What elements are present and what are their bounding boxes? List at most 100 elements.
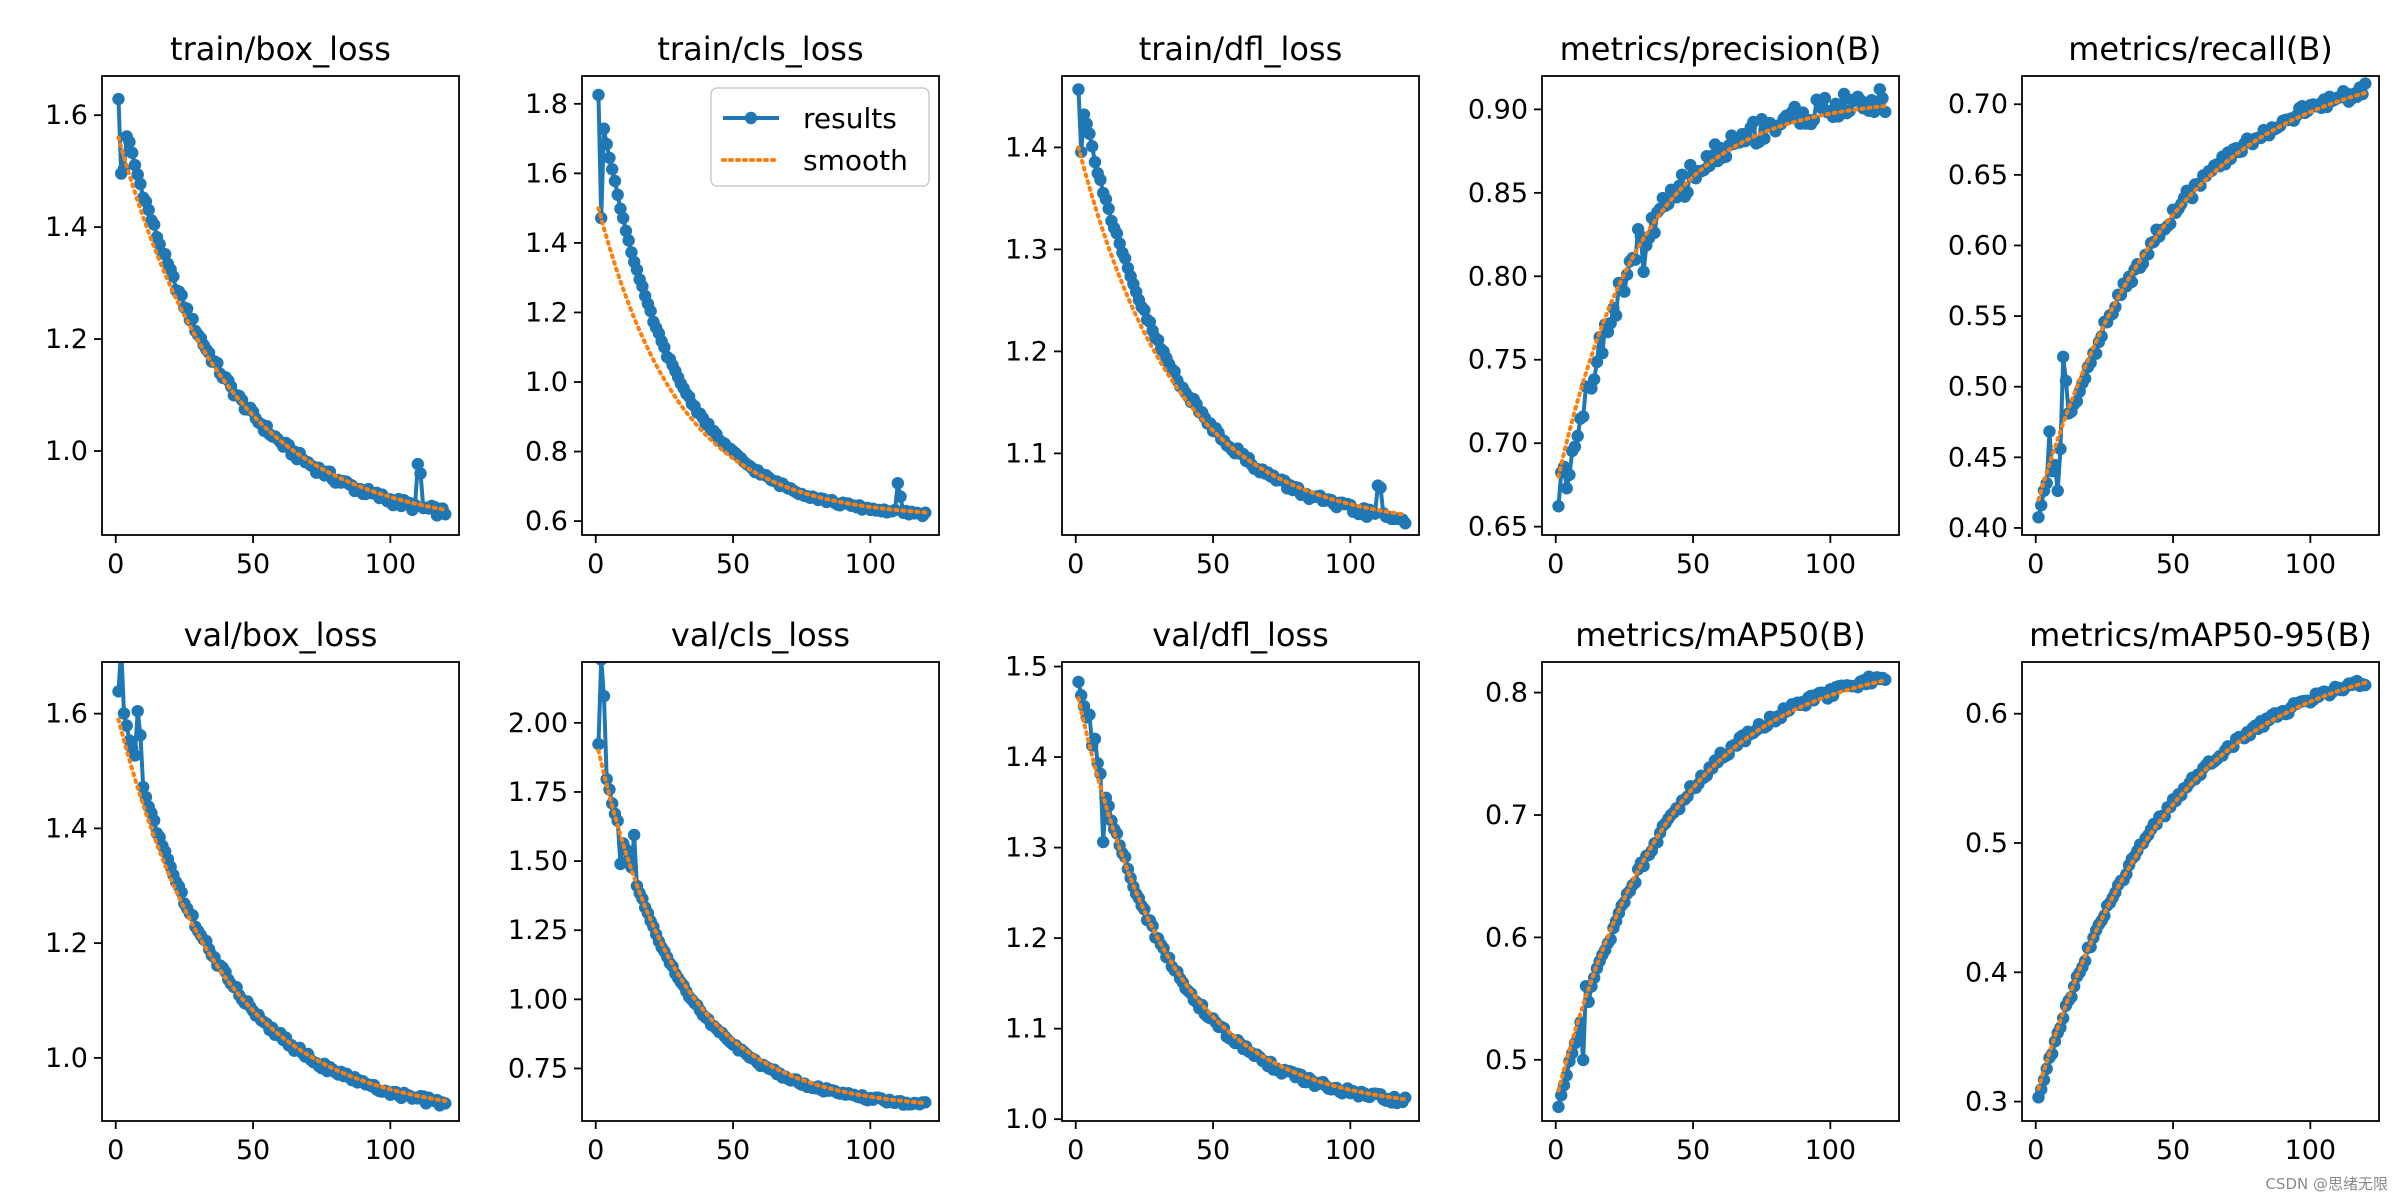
- results-point: [1102, 202, 1115, 215]
- results-point: [891, 476, 905, 490]
- results-point: [123, 135, 136, 149]
- x-tick-label: 100: [845, 1135, 897, 1166]
- y-tick-label: 0.70: [1468, 428, 1528, 459]
- x-tick-label: 50: [236, 1135, 270, 1166]
- results-point: [1077, 108, 1091, 121]
- results-point: [597, 122, 611, 135]
- results-point: [619, 224, 633, 238]
- results-point: [1110, 227, 1124, 240]
- results-point: [2048, 458, 2062, 472]
- results-point: [1099, 193, 1113, 206]
- results-point: [1568, 440, 1582, 453]
- results-point: [592, 88, 605, 102]
- results-point: [608, 174, 622, 188]
- results-point: [603, 151, 616, 165]
- panel-train-cls-loss: train/cls_loss 0 50 100 0.6 0.8 1.0 1.2 1.4 1.6 1.…: [525, 30, 940, 580]
- panel-val-box-loss: val/box_loss 0 50 100 1.0 1.2 1.4 1.6: [45, 616, 460, 1166]
- x-tick-label: 50: [1676, 549, 1710, 580]
- results-point: [117, 707, 131, 720]
- legend-results-marker: [744, 111, 758, 125]
- x-tick-label: 0: [587, 549, 604, 580]
- axes-frame: [1541, 75, 1900, 536]
- results-point: [1083, 708, 1096, 721]
- plot-area: [1552, 670, 1892, 1114]
- y-tick-label: 0.45: [1948, 442, 2008, 473]
- results-point: [1080, 117, 1093, 131]
- panel-title: train/box_loss: [170, 30, 391, 68]
- y-tick-label: 1.6: [45, 699, 88, 730]
- results-point: [128, 158, 142, 172]
- results-point: [2089, 347, 2103, 360]
- y-tick-label: 0.65: [1468, 512, 1528, 543]
- x-tick-label: 100: [1325, 1135, 1377, 1166]
- x-tick-label: 0: [107, 549, 124, 580]
- y-tick-label: 1.2: [45, 324, 88, 355]
- results-point: [1560, 482, 1573, 495]
- panel-title: train/dfl_loss: [1139, 30, 1343, 68]
- results-point: [1552, 500, 1565, 513]
- plot-area: [592, 662, 932, 1111]
- x-tick-label: 100: [845, 549, 897, 580]
- results-point: [2051, 484, 2064, 498]
- panel-title: metrics/mAP50-95(B): [2029, 616, 2372, 654]
- y-tick-label: 0.5: [1485, 1045, 1528, 1076]
- x-tick-label: 50: [236, 549, 270, 580]
- plot-area: [1072, 675, 1412, 1110]
- results-point: [180, 302, 194, 315]
- y-tick-label: 0.80: [1468, 261, 1528, 292]
- results-point: [595, 662, 607, 666]
- plot-area: [112, 92, 452, 522]
- results-point: [1618, 285, 1631, 298]
- x-tick-label: 0: [1067, 549, 1084, 580]
- results-point: [1637, 265, 1650, 279]
- smooth-line: [596, 206, 928, 515]
- results-point: [1876, 92, 1889, 105]
- plot-area: [2032, 77, 2372, 524]
- y-tick-label: 1.1: [1005, 438, 1048, 469]
- results-point: [600, 137, 613, 151]
- axes-frame: [1061, 661, 1420, 1122]
- results-point: [1072, 83, 1085, 96]
- results-point: [1088, 732, 1102, 746]
- y-tick-label: 0.55: [1948, 301, 2008, 332]
- results-point: [919, 1096, 932, 1109]
- y-tick-label: 1.6: [525, 158, 568, 189]
- results-point: [1576, 1053, 1590, 1067]
- results-point: [1609, 309, 1623, 322]
- x-tick-label: 100: [1325, 549, 1377, 580]
- results-point: [1560, 1069, 1573, 1082]
- x-tick-label: 100: [1805, 1135, 1857, 1166]
- results-point: [1587, 373, 1601, 386]
- axes-frame: [581, 75, 940, 536]
- y-tick-label: 0.5: [1965, 828, 2008, 859]
- y-tick-label: 1.2: [45, 928, 88, 959]
- results-point: [1096, 835, 1110, 849]
- x-tick-label: 100: [1805, 549, 1857, 580]
- smooth-line: [2036, 90, 2368, 502]
- x-tick-label: 100: [2285, 1135, 2337, 1166]
- results-point: [1094, 173, 1107, 186]
- watermark: CSDN @思绪无限: [2265, 1175, 2388, 1193]
- results-point: [636, 280, 649, 293]
- y-tick-label: 0.50: [1948, 372, 2008, 403]
- results-point: [597, 689, 611, 703]
- axes-frame: [101, 661, 460, 1122]
- results-point: [1571, 429, 1584, 443]
- axes-frame: [1541, 661, 1900, 1122]
- results-point: [136, 780, 150, 794]
- results-point: [112, 92, 125, 106]
- y-tick-label: 0.8: [1485, 678, 1528, 709]
- y-tick-label: 0.85: [1468, 178, 1528, 209]
- panel-title: metrics/recall(B): [2068, 30, 2333, 68]
- y-tick-label: 2.00: [508, 708, 568, 739]
- y-tick-label: 1.50: [508, 846, 568, 877]
- x-tick-label: 100: [365, 1135, 417, 1166]
- results-point: [592, 737, 605, 751]
- results-point: [627, 828, 641, 842]
- results-point: [411, 457, 425, 471]
- y-tick-label: 0.4: [1965, 957, 2008, 988]
- results-point: [616, 211, 630, 225]
- results-point: [630, 263, 644, 276]
